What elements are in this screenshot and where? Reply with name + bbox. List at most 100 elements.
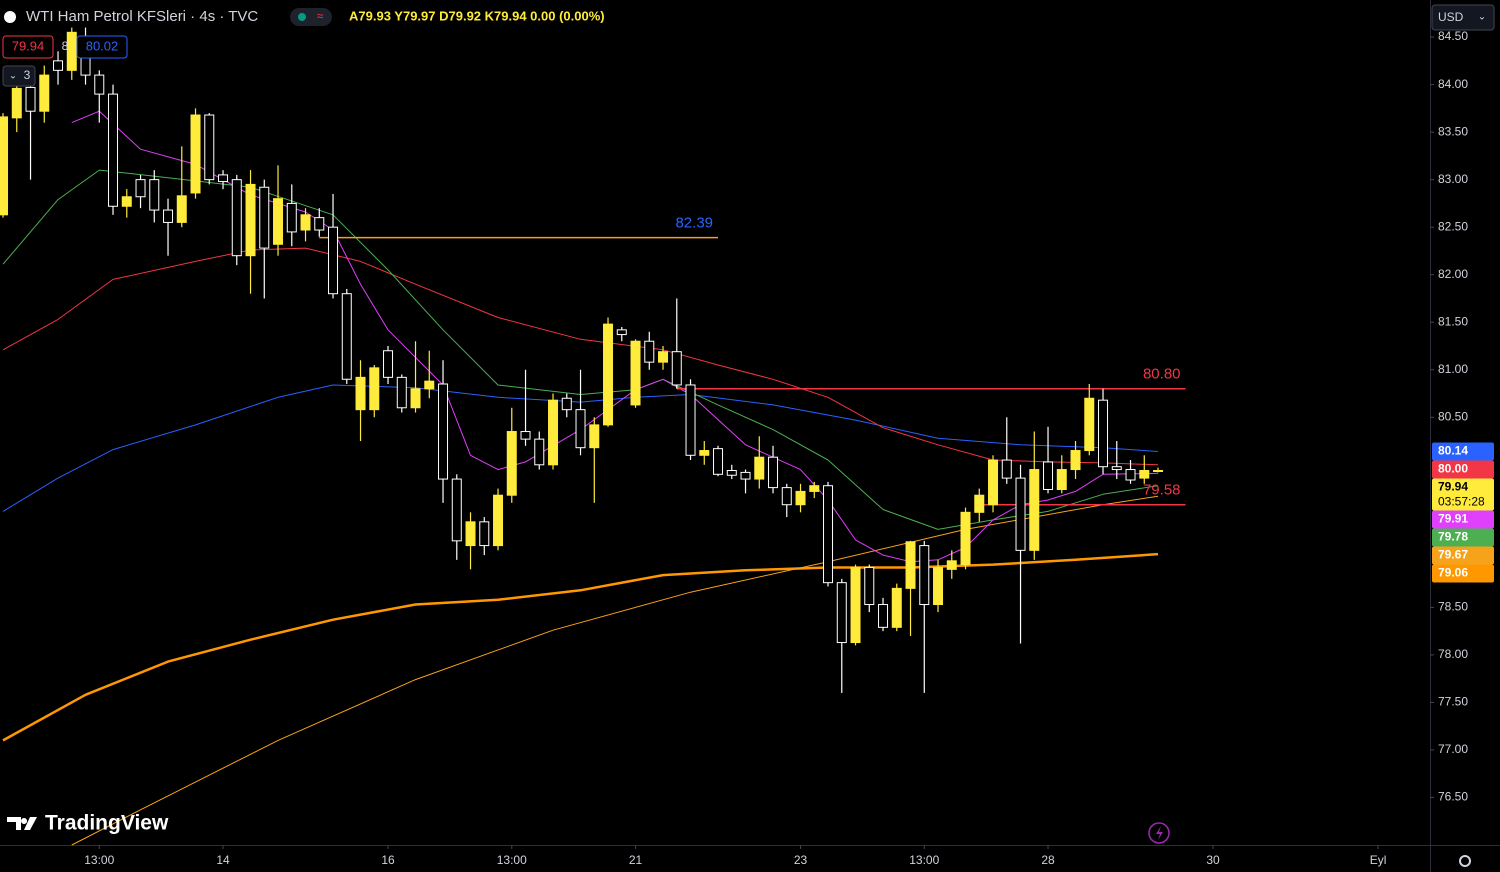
buy-price: 80.02 [86, 38, 119, 53]
chevron: ⌄ [9, 71, 17, 82]
candle-body [1084, 397, 1095, 452]
candle-body [94, 74, 105, 95]
ma-line [2, 247, 1159, 466]
x-tick-label: 13:00 [84, 853, 114, 867]
candle-body [1125, 469, 1136, 481]
y-tick-label: 82.50 [1438, 219, 1468, 233]
candle-body [1015, 477, 1026, 551]
status-wave: ≈ [317, 9, 324, 23]
candle-body [933, 566, 944, 606]
y-tick-label: 81.00 [1438, 362, 1468, 376]
sell-price: 79.94 [12, 38, 45, 53]
candle-body [905, 541, 916, 589]
candle-body [273, 198, 284, 245]
candle-body [369, 367, 380, 411]
candle-body [1139, 470, 1150, 479]
candle-body [438, 383, 449, 480]
candle-body [919, 545, 930, 606]
level-label: 80.80 [1143, 366, 1181, 383]
ohlc-legend: A79.93 Y79.97 D79.92 K79.94 0.00 (0.00%) [349, 8, 605, 23]
status-badge[interactable] [290, 8, 332, 26]
candle-body [864, 566, 875, 606]
x-tick-label: 23 [794, 853, 808, 867]
ma-value-label: 80.00 [1438, 462, 1468, 476]
ma-value-box [1432, 564, 1494, 583]
candle-body [479, 521, 490, 547]
y-tick-label: 78.00 [1438, 647, 1468, 661]
candle-body [754, 456, 765, 480]
candle-body [300, 214, 311, 231]
currency-chevron: ⌄ [1478, 12, 1486, 23]
candle-body [616, 329, 627, 336]
x-tick-label: 13:00 [909, 853, 939, 867]
candle-body [506, 431, 517, 496]
candle-body [658, 351, 669, 363]
candle-body [493, 494, 504, 547]
candle-body [740, 471, 751, 480]
candle-body [630, 340, 641, 406]
candle-body [341, 293, 352, 380]
candle-body [713, 448, 724, 475]
last-price-label: 79.94 [1438, 480, 1468, 494]
candle-body [1111, 466, 1122, 471]
brand-logo: TradingView [7, 812, 169, 835]
ma-value-box [1432, 528, 1494, 547]
overlay: WTI Ham Petrol KFSleri · 4s · TVC ≈ A79.… [2, 4, 1495, 867]
y-tick-label: 83.50 [1438, 124, 1468, 138]
candle-body [548, 399, 559, 466]
x-tick-label: 30 [1206, 853, 1220, 867]
candle-body [1029, 469, 1040, 551]
lightning [1156, 826, 1163, 840]
candle-body [149, 179, 160, 211]
candle-body [245, 183, 256, 257]
status-dot [298, 13, 306, 21]
ma-value-label: 79.91 [1438, 512, 1468, 526]
y-tick-label: 84.00 [1438, 77, 1468, 91]
candle-body [163, 209, 174, 223]
replay-icon[interactable] [1148, 822, 1170, 844]
plot-area: 82.39 80.80 79.58 [0, 27, 1186, 846]
candle-body [891, 587, 902, 628]
countdown: 03:57:28 [1438, 495, 1485, 509]
settings-icon[interactable] [1459, 855, 1471, 867]
brand-icon [7, 817, 37, 830]
candle-body [946, 560, 957, 570]
symbol-title: WTI Ham Petrol KFSleri · 4s · TVC [26, 8, 258, 25]
indicators-toggle[interactable] [2, 65, 36, 87]
x-tick-label: 16 [381, 853, 395, 867]
candle-body [575, 409, 586, 449]
x-tick-label: 21 [629, 853, 643, 867]
candle-body [396, 376, 407, 409]
sell-button[interactable] [2, 35, 54, 59]
ma-value-label: 80.14 [1438, 444, 1468, 458]
candle-body [1001, 459, 1012, 479]
candle-body [259, 186, 270, 249]
candle-body [850, 566, 861, 644]
y-tick-label: 81.50 [1438, 314, 1468, 328]
candle-body [726, 470, 737, 476]
y-tick-label: 80.50 [1438, 409, 1468, 423]
candle-body [231, 179, 242, 257]
candle-body [176, 195, 187, 223]
ma-value-box [1432, 460, 1494, 479]
level-label: 79.58 [1143, 482, 1181, 499]
candle-body [988, 459, 999, 506]
x-tick-label: Eyl [1370, 853, 1387, 867]
candle-body [1098, 399, 1109, 468]
candle-body [355, 376, 366, 411]
candle-body [589, 424, 600, 449]
candle-body [121, 196, 132, 207]
candle-body [328, 226, 339, 295]
buy-button[interactable] [76, 35, 128, 59]
candle-body [66, 31, 77, 71]
candle-body [1043, 461, 1054, 491]
candle-body [823, 485, 834, 584]
ma-value-label: 79.78 [1438, 530, 1468, 544]
candle-body [108, 93, 119, 207]
x-tick-label: 14 [216, 853, 230, 867]
currency-button[interactable] [1431, 4, 1495, 31]
candle-body [286, 202, 297, 233]
candle-body [809, 485, 820, 492]
